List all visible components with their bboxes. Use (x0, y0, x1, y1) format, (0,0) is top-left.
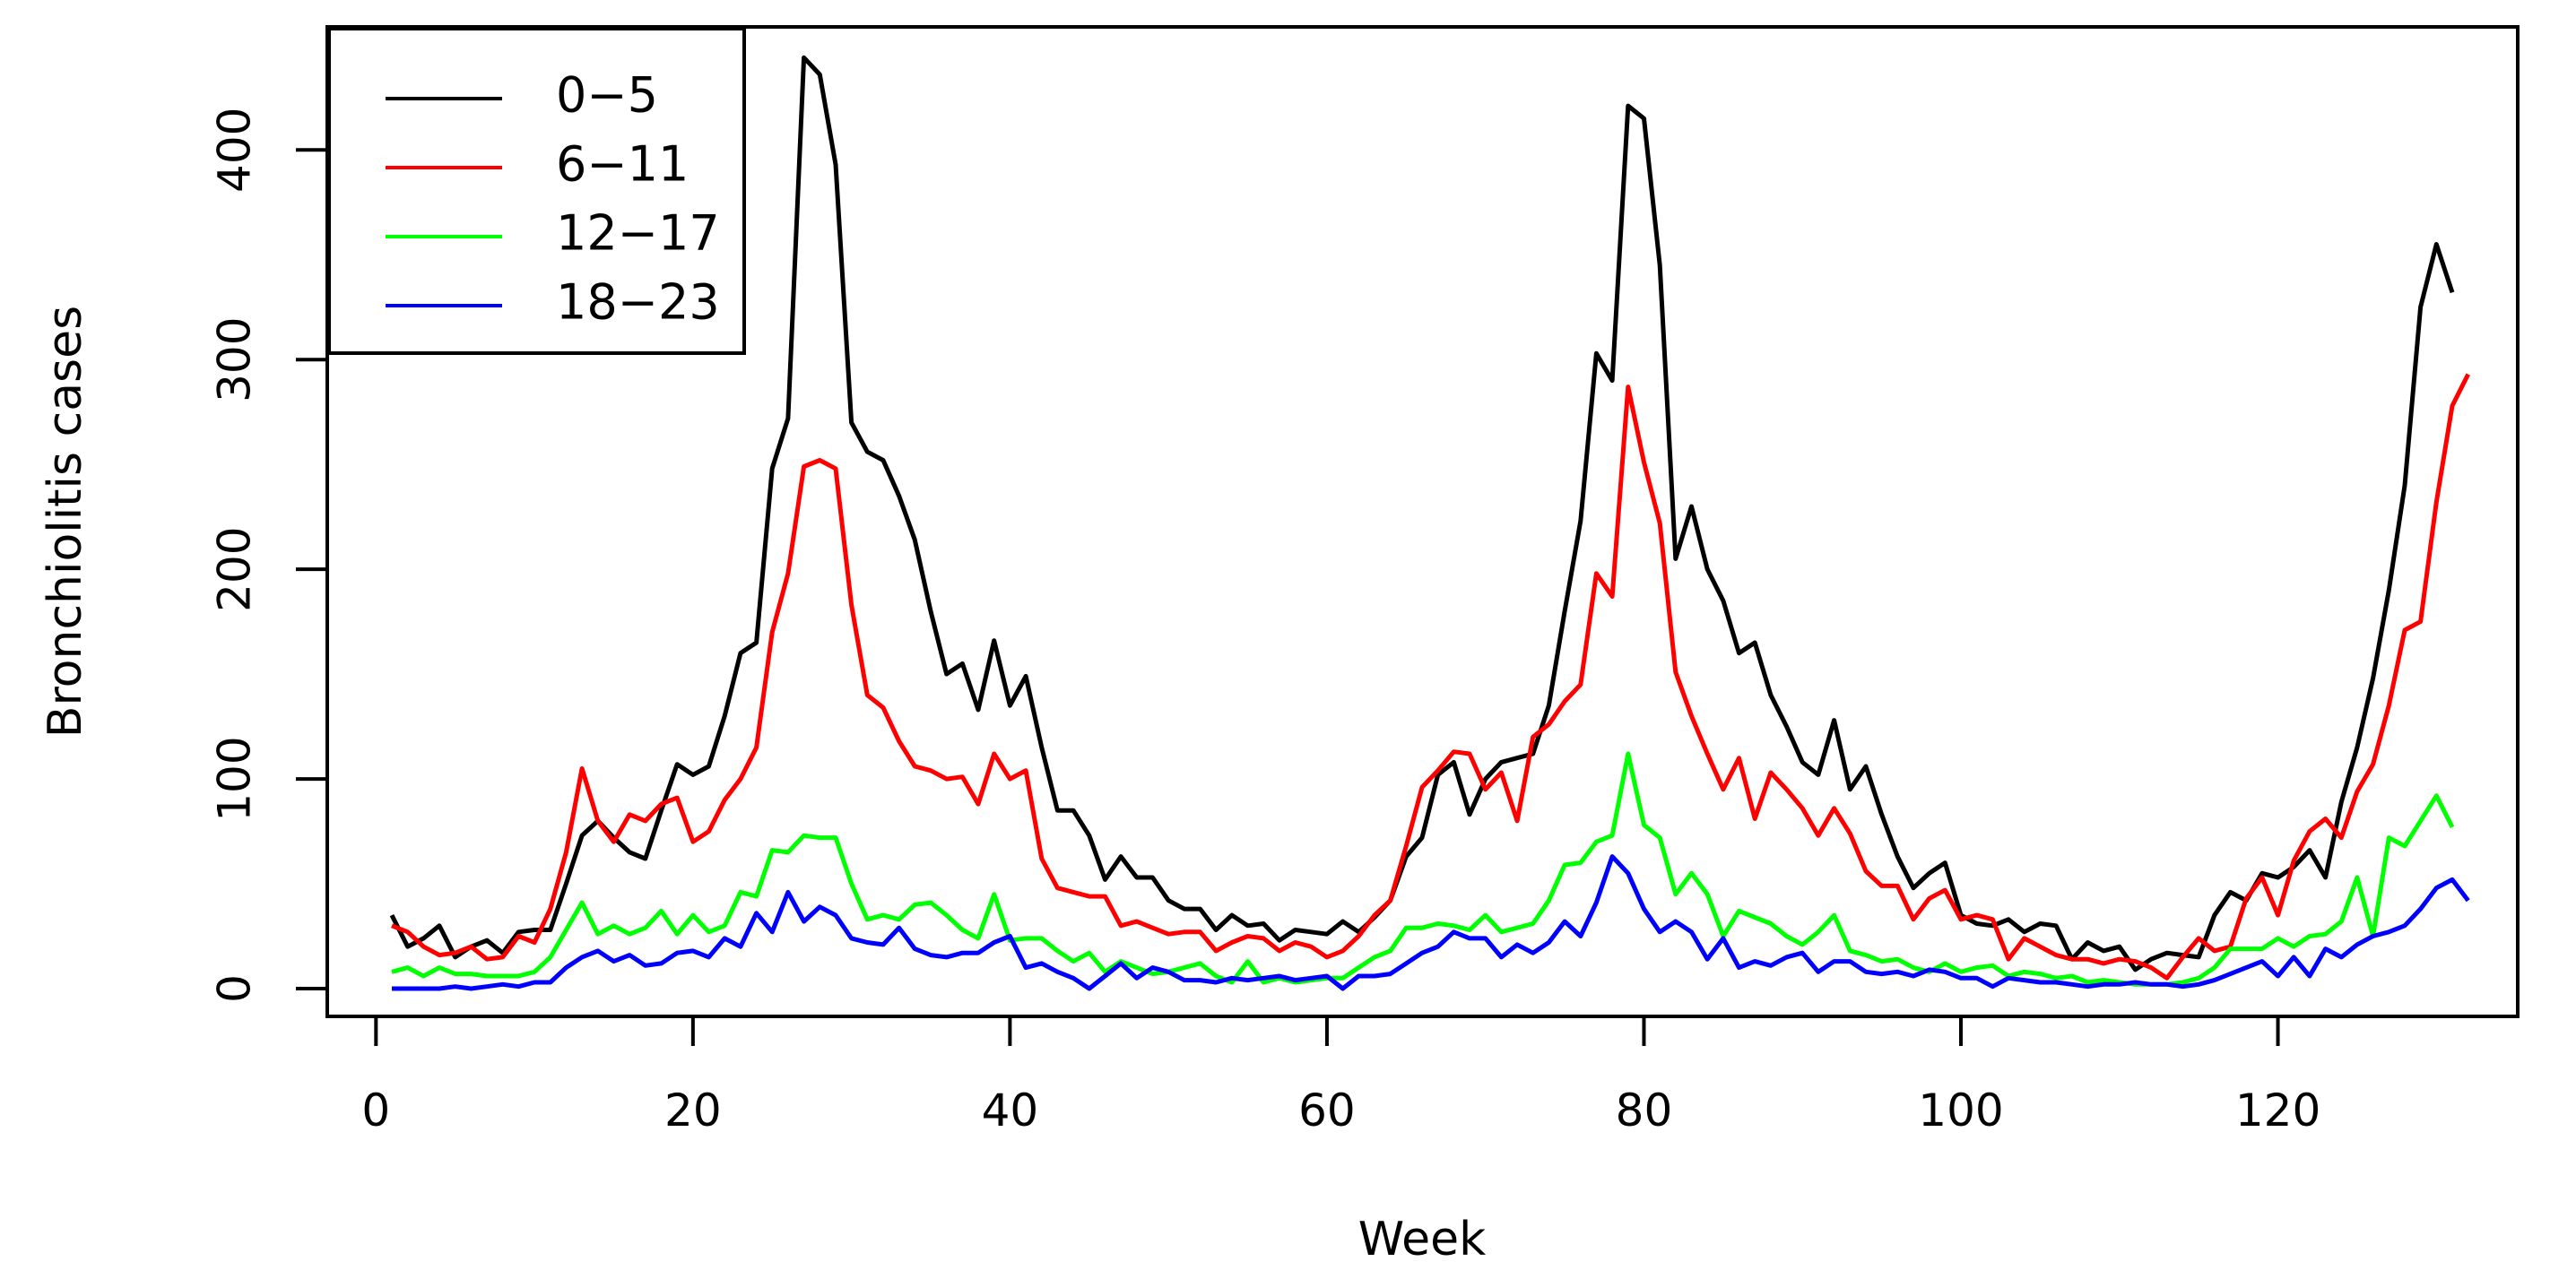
series-line-0−5 (389, 55, 2455, 972)
series-line-18−23 (392, 854, 2470, 991)
series-line-6−11 (391, 373, 2470, 981)
x-tick-label: 20 (664, 1085, 722, 1136)
x-axis: 0 20 40 60 80 100 120 (361, 1015, 2320, 1136)
y-tick-label: 0 (209, 974, 261, 1003)
x-axis-title: Week (1358, 1213, 1486, 1266)
y-axis-title: Bronchiolitis cases (39, 306, 92, 738)
legend-label: 6−11 (556, 136, 689, 193)
x-tick-label: 60 (1298, 1085, 1356, 1136)
legend-label: 18−23 (556, 274, 720, 331)
x-tick-label: 40 (982, 1085, 1039, 1136)
legend-label: 12−17 (556, 205, 720, 262)
x-tick-label: 80 (1616, 1085, 1673, 1136)
legend-label: 0−5 (556, 67, 658, 124)
legend-box (327, 27, 746, 355)
x-tick-label: 0 (361, 1085, 390, 1136)
y-tick-label: 300 (209, 316, 261, 402)
x-tick-label: 100 (1918, 1085, 2003, 1136)
legend: 0−5 6−11 12−17 18−23 (327, 27, 746, 355)
y-tick-label: 100 (209, 736, 261, 821)
y-axis: 0 100 200 300 400 (209, 108, 329, 1003)
y-tick-label: 200 (209, 526, 261, 611)
x-tick-label: 120 (2235, 1085, 2320, 1136)
series-layer (389, 55, 2470, 991)
series-line-12−17 (391, 751, 2455, 987)
y-tick-label: 400 (209, 108, 261, 193)
